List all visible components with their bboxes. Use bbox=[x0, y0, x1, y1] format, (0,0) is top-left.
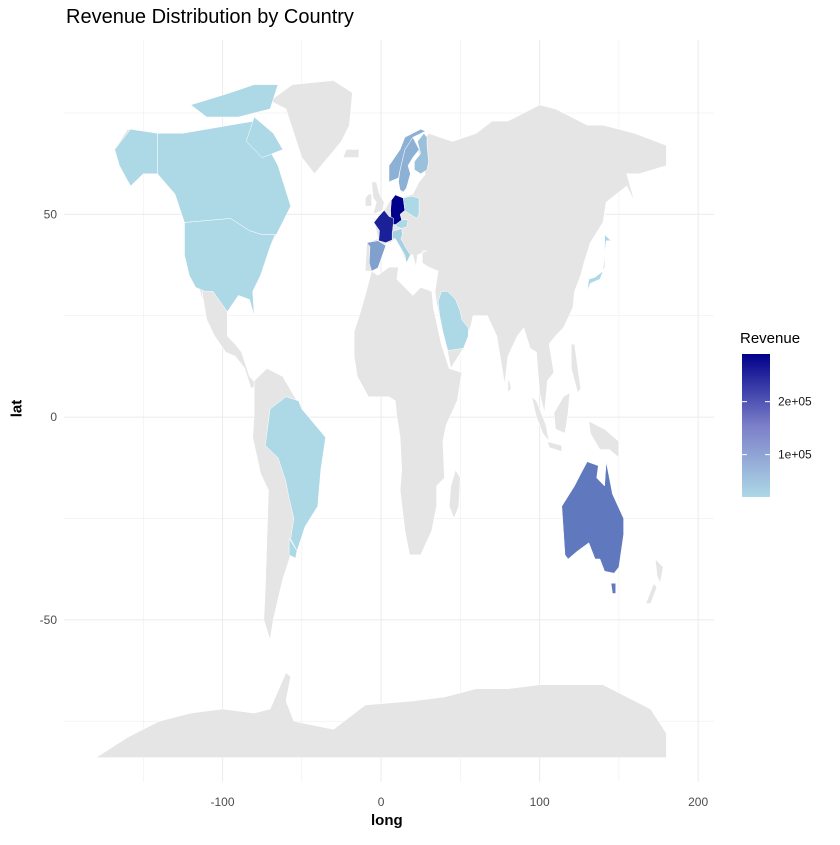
y-axis-title: lat bbox=[8, 399, 26, 418]
country-italy bbox=[391, 228, 411, 264]
chart-title: Revenue Distribution by Country bbox=[66, 6, 354, 28]
country-uruguay bbox=[288, 537, 298, 559]
new-guinea-land bbox=[588, 420, 620, 459]
country-poland bbox=[403, 195, 420, 219]
java-land bbox=[547, 440, 563, 452]
legend-label: 2e+05 bbox=[778, 395, 812, 409]
greenland-land bbox=[269, 80, 353, 175]
new-zealand-s-land bbox=[645, 582, 658, 604]
iceland-land bbox=[342, 149, 360, 158]
country-layer bbox=[114, 84, 624, 594]
sumatra-land bbox=[531, 395, 550, 442]
uk-land bbox=[371, 181, 385, 215]
legend-colorbar bbox=[742, 354, 770, 497]
legend-title: Revenue bbox=[740, 330, 801, 347]
y-tick-label: -50 bbox=[40, 613, 58, 627]
x-tick-label: 200 bbox=[688, 795, 708, 809]
country-canada bbox=[246, 116, 284, 158]
country-austria bbox=[395, 219, 409, 229]
legend-layer: 2e+05 1e+05 bbox=[742, 354, 812, 497]
philippines-land bbox=[571, 343, 582, 394]
x-tick-label: 100 bbox=[530, 795, 550, 809]
x-axis-title: long bbox=[371, 812, 403, 829]
y-tick-label: 0 bbox=[50, 410, 57, 424]
x-tick-label: 0 bbox=[378, 795, 385, 809]
eurasia-land bbox=[364, 104, 667, 414]
country-canada bbox=[190, 84, 279, 118]
country-japan bbox=[586, 234, 612, 292]
country-finland bbox=[414, 132, 429, 175]
country-brazil bbox=[265, 396, 326, 552]
madagascar-land bbox=[448, 469, 461, 520]
country-australia bbox=[561, 461, 624, 574]
country-spain bbox=[366, 240, 387, 272]
borneo-land bbox=[553, 392, 571, 434]
new-zealand-n-land bbox=[654, 558, 664, 585]
x-tick-label: -100 bbox=[211, 795, 235, 809]
africa-land bbox=[353, 266, 463, 556]
antarctica-land bbox=[94, 672, 667, 758]
tick-layer: -100 0 100 200 50 0 -50 bbox=[40, 207, 709, 809]
ireland-land bbox=[364, 193, 372, 207]
country-australia bbox=[610, 583, 616, 594]
country-norway bbox=[388, 128, 431, 183]
sri-lanka-land bbox=[507, 380, 512, 394]
country-usa bbox=[114, 128, 158, 187]
y-tick-label: 50 bbox=[44, 207, 58, 221]
legend-label: 1e+05 bbox=[778, 448, 812, 462]
country-saudi-arabia bbox=[437, 291, 469, 351]
